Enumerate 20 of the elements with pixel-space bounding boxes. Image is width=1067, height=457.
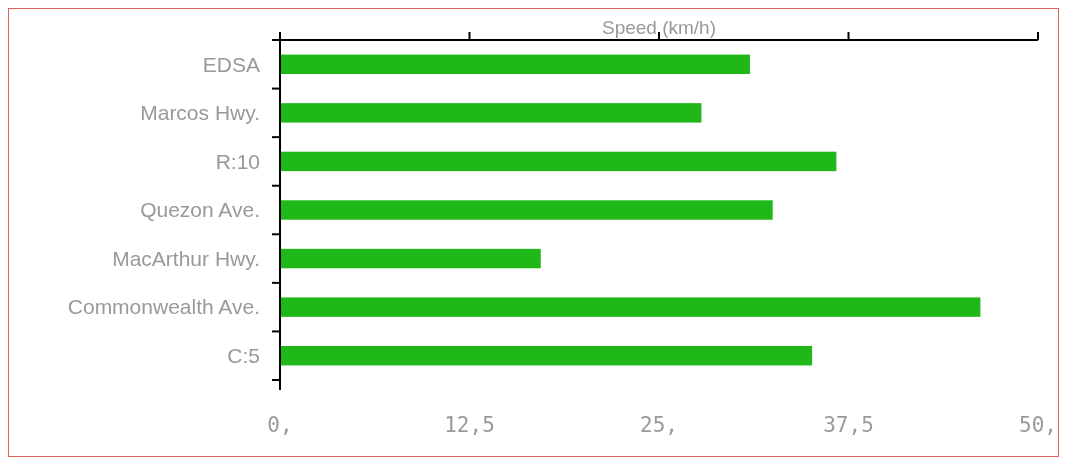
x-tick-label: 12,5 bbox=[444, 413, 495, 437]
bar bbox=[280, 248, 541, 269]
y-tick-label: C:5 bbox=[227, 344, 260, 368]
y-tick-label: EDSA bbox=[202, 52, 260, 76]
bar bbox=[280, 103, 702, 123]
bar bbox=[280, 346, 813, 366]
x-axis-title: Speed (km/h) bbox=[601, 17, 717, 38]
x-tick-label: 25, bbox=[640, 413, 678, 437]
y-tick-label: MacArthur Hwy. bbox=[112, 246, 260, 270]
bar bbox=[280, 151, 837, 172]
x-tick-label: 0, bbox=[267, 413, 293, 437]
x-tick-label: 50, bbox=[1019, 413, 1057, 437]
y-tick-label: Commonwealth Ave. bbox=[67, 295, 260, 319]
bar bbox=[280, 54, 750, 74]
y-tick-label: R:10 bbox=[215, 149, 260, 173]
x-tick-label: 37,5 bbox=[823, 413, 874, 437]
bar bbox=[280, 200, 773, 220]
y-tick-label: Marcos Hwy. bbox=[140, 101, 260, 125]
bar bbox=[280, 297, 981, 317]
y-tick-label: Quezon Ave. bbox=[140, 198, 260, 222]
